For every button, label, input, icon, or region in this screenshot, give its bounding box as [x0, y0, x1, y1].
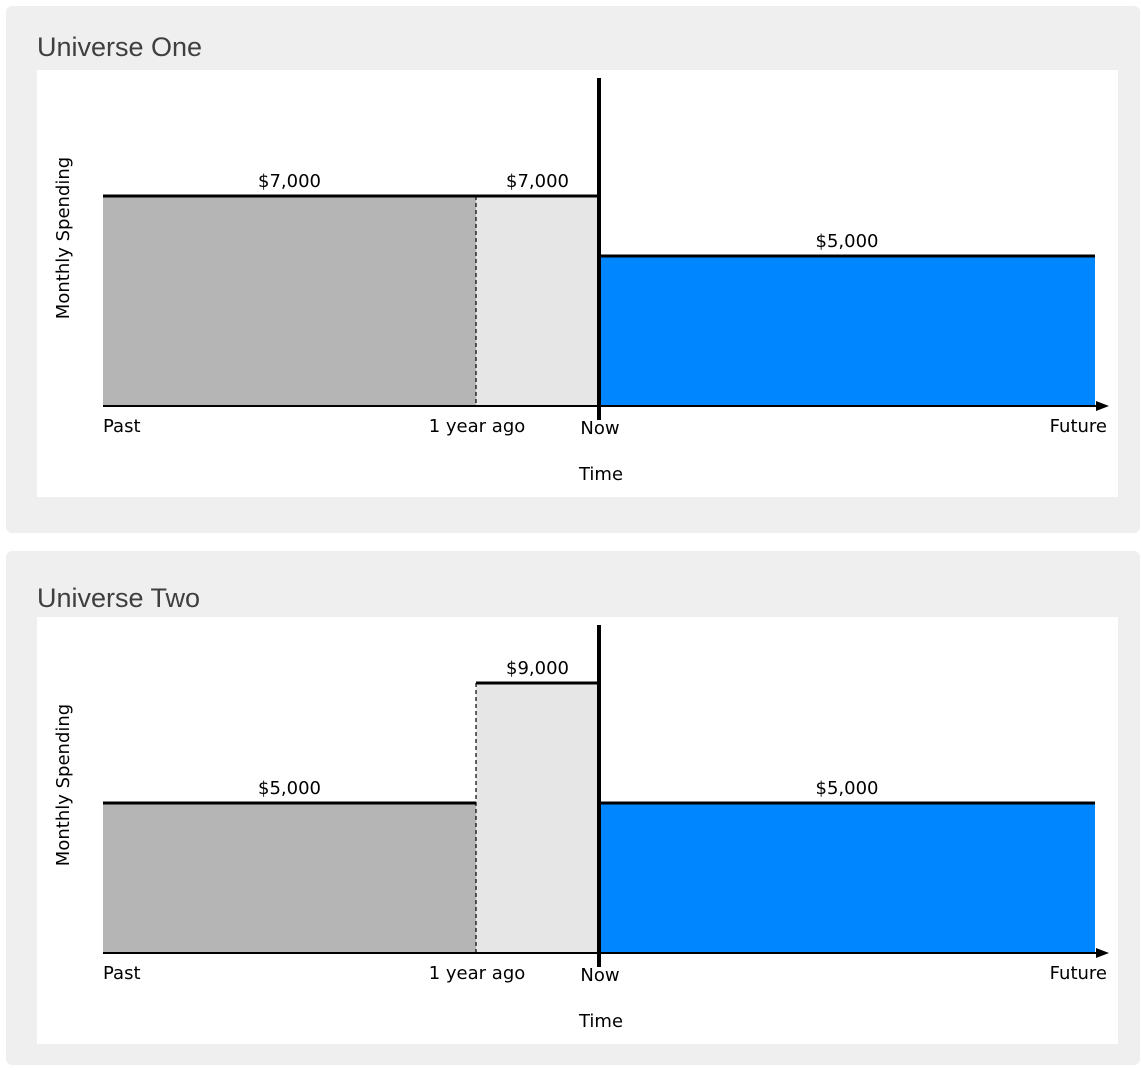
panel-title: Universe Two: [37, 583, 201, 613]
segment-bar-3: [599, 256, 1095, 406]
x-tick-label: Now: [580, 418, 619, 439]
y-axis-title: Monthly Spending: [53, 157, 74, 319]
x-tick-label: Now: [580, 965, 619, 986]
x-axis-title: Time: [578, 1011, 623, 1032]
segment-bar-1: [103, 803, 476, 953]
x-axis-arrow: [1096, 948, 1109, 958]
y-axis-title: Monthly Spending: [53, 704, 74, 866]
chart-card: $7,000 $7,000 $5,000 Past 1 year ago Now Futur…: [37, 70, 1118, 497]
x-tick-label: 1 year ago: [429, 416, 526, 437]
x-tick-label: Past: [103, 416, 141, 437]
x-tick-label: Future: [1050, 963, 1107, 984]
data-label-2: $9,000: [506, 658, 569, 679]
x-tick-label: Future: [1050, 416, 1107, 437]
x-tick-label: 1 year ago: [429, 963, 526, 984]
data-label-1: $5,000: [258, 778, 321, 799]
segment-bar-2: [476, 196, 599, 406]
data-label-3: $5,000: [816, 231, 879, 252]
x-axis-title: Time: [578, 464, 623, 485]
spending-chart: $5,000 $9,000 $5,000 Past 1 year ago Now Futur…: [53, 625, 1109, 1032]
data-label-2: $7,000: [506, 171, 569, 192]
data-label-1: $7,000: [258, 171, 321, 192]
segment-bar-1: [103, 196, 476, 406]
segment-bar-3: [599, 803, 1095, 953]
universe-two-panel: Universe Two $5,000 $9,000 $5,000 Past 1 yea…: [6, 551, 1140, 1065]
chart-card: $5,000 $9,000 $5,000 Past 1 year ago Now Futur…: [37, 617, 1118, 1044]
panel-title: Universe One: [37, 32, 203, 62]
x-axis-arrow: [1096, 401, 1109, 411]
spending-chart: $7,000 $7,000 $5,000 Past 1 year ago Now Futur…: [53, 78, 1109, 485]
universe-one-panel: Universe One $7,000 $7,000 $5,000 Past 1 yea…: [6, 6, 1140, 533]
segment-bar-2: [476, 683, 599, 953]
x-tick-label: Past: [103, 963, 141, 984]
data-label-3: $5,000: [816, 778, 879, 799]
